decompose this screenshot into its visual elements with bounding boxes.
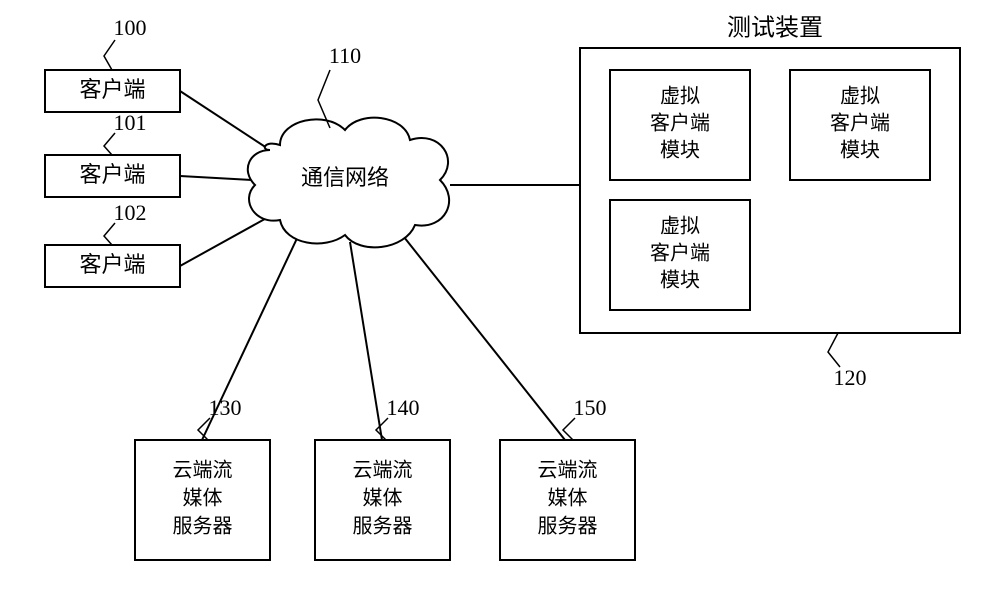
client-1-label: 客户端 (79, 162, 145, 187)
module-0-line: 模块 (660, 139, 700, 162)
cloud-label: 通信网络 (301, 165, 389, 190)
cloud-number: 110 (329, 43, 361, 68)
test-device-title: 测试装置 (727, 15, 823, 42)
module-1-line: 虚拟 (840, 85, 880, 108)
module-1-line: 客户端 (830, 112, 890, 135)
server-2-leader (563, 418, 575, 440)
connection (180, 91, 270, 150)
server-2-line: 媒体 (548, 487, 588, 510)
server-2-line: 服务器 (538, 515, 598, 538)
server-0-line: 媒体 (183, 487, 223, 510)
connection (400, 232, 565, 440)
connection (180, 215, 272, 266)
server-0-line: 服务器 (173, 515, 233, 538)
client-2-label: 客户端 (79, 252, 145, 277)
server-1-leader (376, 418, 388, 440)
server-2-number: 150 (574, 395, 607, 420)
server-2-line: 云端流 (538, 459, 598, 482)
module-1-line: 模块 (840, 139, 880, 162)
module-2-line: 客户端 (650, 242, 710, 265)
module-2-line: 虚拟 (660, 215, 700, 238)
test-device-leader (828, 333, 840, 367)
server-0-line: 云端流 (173, 459, 233, 482)
server-0-number: 130 (209, 395, 242, 420)
client-0-label: 客户端 (79, 77, 145, 102)
server-1-line: 媒体 (363, 487, 403, 510)
client-1-number: 101 (114, 110, 147, 135)
connection (350, 242, 382, 440)
client-0-number: 100 (114, 15, 147, 40)
connection (180, 176, 252, 180)
test-device-number: 120 (834, 365, 867, 390)
client-1-leader (104, 133, 115, 155)
server-1-line: 服务器 (353, 515, 413, 538)
server-1-number: 140 (387, 395, 420, 420)
module-2-line: 模块 (660, 269, 700, 292)
client-2-number: 102 (114, 200, 147, 225)
client-0-leader (104, 40, 115, 70)
server-1-line: 云端流 (353, 459, 413, 482)
module-0-line: 客户端 (650, 112, 710, 135)
module-0-line: 虚拟 (660, 85, 700, 108)
client-2-leader (104, 223, 115, 245)
